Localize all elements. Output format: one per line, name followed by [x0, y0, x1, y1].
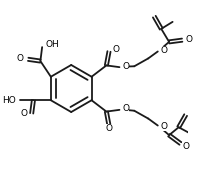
Text: O: O: [17, 55, 24, 64]
Text: OH: OH: [46, 40, 59, 49]
Text: HO: HO: [2, 96, 16, 105]
Text: O: O: [122, 62, 129, 71]
Text: O: O: [122, 104, 129, 113]
Text: O: O: [160, 46, 167, 55]
Text: O: O: [112, 45, 119, 54]
Text: O: O: [182, 142, 189, 151]
Text: O: O: [160, 122, 167, 131]
Text: O: O: [186, 35, 193, 44]
Text: O: O: [106, 124, 112, 133]
Text: O: O: [21, 109, 28, 118]
